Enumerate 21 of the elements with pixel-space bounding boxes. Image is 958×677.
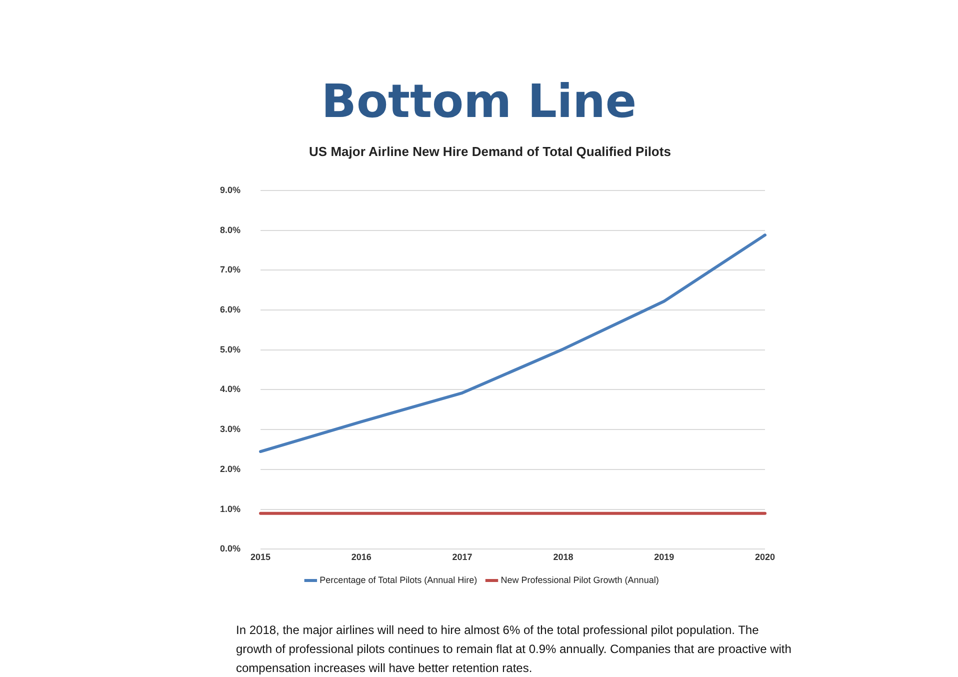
y-tick-label: 5.0%: [220, 344, 241, 354]
x-tick-label: 2017: [452, 552, 472, 562]
y-tick-label: 7.0%: [220, 264, 241, 275]
x-tick-label: 2016: [351, 552, 372, 562]
chart-subtitle: US Major Airline New Hire Demand of Total Qualified Pilots: [308, 144, 672, 159]
x-tick-label: 2020: [754, 552, 776, 562]
x-tick-label: 2018: [553, 552, 574, 562]
y-tick-label: 2.0%: [220, 464, 241, 474]
legend-label: Percentage of Total Pilots (Annual Hire): [320, 574, 478, 585]
y-tick-label: 0.0%: [220, 544, 241, 554]
y-tick-label: 4.0%: [220, 384, 241, 394]
x-tick-label: 2019: [654, 552, 674, 562]
y-tick-label: 3.0%: [220, 424, 241, 434]
y-tick-label: 1.0%: [220, 504, 241, 514]
y-tick-label: 8.0%: [220, 224, 241, 235]
chart-title: Bottom Line: [320, 74, 638, 128]
x-tick-label: 2015: [250, 552, 271, 562]
text: In 2018, the major airlines will need to hire almost 6% of the total professional pilot population. The growth of professional pilots continues to remain flat at 0.9% annually. Companies that are proactive with compensation increases will have better retention rates.: [236, 622, 792, 677]
y-tick-label: 6.0%: [220, 304, 241, 314]
y-tick-label: 9.0%: [220, 184, 241, 195]
legend-label: New Professional Pilot Growth (Annual): [500, 574, 659, 585]
